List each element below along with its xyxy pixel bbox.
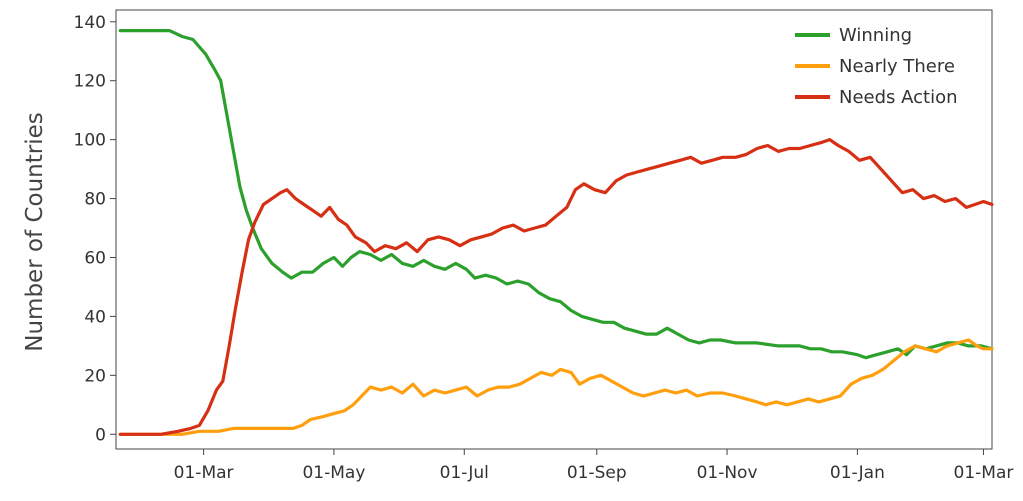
plot-area [115, 9, 993, 450]
x-tick-label: 01-Nov [697, 463, 758, 483]
y-tick-label: 120 [74, 72, 106, 92]
series-layer [118, 29, 994, 436]
y-tick-label: 0 [95, 425, 106, 445]
y-tick-label: 80 [84, 190, 106, 210]
x-axis: 01-Mar 01-May 01-Jul 01-Sep 01-Nov 01-Jan 01-M… [174, 449, 1014, 483]
y-axis-title: Number of Countries [22, 112, 48, 351]
y-tick-label: 40 [84, 307, 106, 327]
legend: Winning Nearly There Needs Action [795, 25, 958, 108]
legend-label: Needs Action [839, 87, 958, 108]
x-tick-label: 01-Sep [567, 463, 627, 483]
x-tick-label: 01-Jan [830, 463, 885, 483]
series-line-winning [118, 29, 994, 360]
y-axis: 0 20 40 60 80 100 120 140 [74, 13, 116, 445]
legend-label: Winning [839, 25, 912, 46]
y-tick-label: 100 [74, 131, 106, 151]
y-tick-label: 60 [84, 248, 106, 268]
series-line-needs-action [118, 138, 994, 436]
x-tick-label: 01-May [302, 463, 365, 483]
x-tick-label: 01-Mar [954, 463, 1014, 483]
x-tick-label: 01-Jul [440, 463, 489, 483]
series-line-nearly-there [118, 338, 994, 436]
y-tick-label: 140 [74, 13, 106, 33]
y-tick-label: 20 [84, 366, 106, 386]
legend-label: Nearly There [839, 56, 955, 77]
x-tick-label: 01-Mar [174, 463, 234, 483]
